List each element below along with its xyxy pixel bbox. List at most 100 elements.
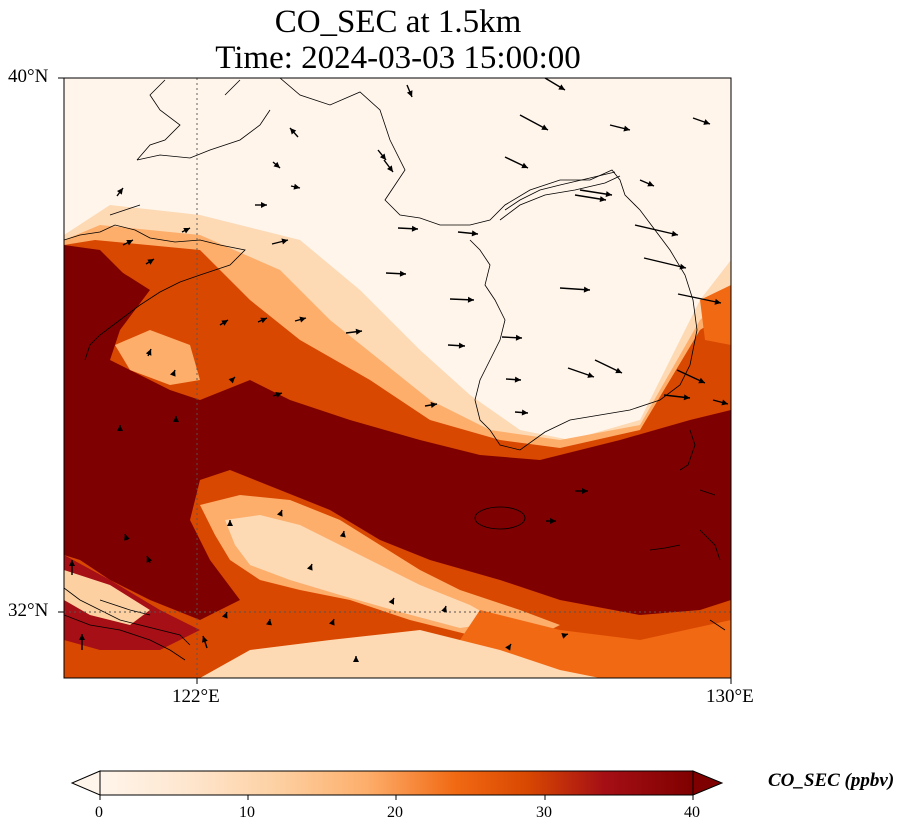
wind-arrow-head (117, 425, 123, 431)
colorbar-tick-label-0: 0 (95, 804, 103, 821)
wind-arrow-head (261, 202, 267, 208)
wind-arrow-head (339, 531, 346, 538)
field-lobe (115, 330, 200, 385)
colorbar-ticks (99, 795, 694, 800)
wind-arrow-head (698, 377, 705, 384)
coastline-bay (109, 109, 271, 216)
wind-arrow-head (126, 240, 133, 246)
wind-arrow-head (582, 488, 588, 494)
wind-arrow-head (541, 124, 548, 130)
coastline-yangtze (64, 587, 191, 661)
wind-arrow-head (379, 153, 386, 160)
coastline-japan (649, 429, 726, 631)
wind-arrow-head (458, 342, 465, 349)
wind-arrow-head (411, 225, 418, 232)
wind-arrow-head (79, 634, 85, 640)
wind-arrow-head (221, 320, 228, 326)
wind-arrow-head (117, 188, 123, 195)
wind-arrow-head (273, 161, 280, 168)
wind-arrow-head (399, 270, 406, 277)
wind-arrow-head (147, 259, 154, 265)
wind-arrow-shaft (634, 224, 679, 236)
map-field (64, 78, 731, 678)
field-band-maroon (64, 245, 731, 620)
wind-arrow-head (69, 560, 75, 566)
wind-arrow-head (615, 367, 622, 374)
wind-arrow-head (275, 392, 282, 398)
field-core-west (64, 245, 130, 340)
wind-arrow-head (183, 228, 190, 234)
gridlines (64, 78, 731, 678)
wind-arrow-head (146, 556, 153, 563)
colorbar (70, 770, 724, 800)
wind-arrow-head (583, 286, 590, 293)
wind-arrow-head (387, 165, 393, 172)
wind-arrow-head (124, 534, 130, 541)
wind-arrow-head (441, 606, 447, 613)
map-frame (63, 77, 732, 679)
colorbar-extend-min (70, 770, 101, 796)
border-korea (499, 171, 621, 221)
wind-arrow-head (328, 619, 335, 626)
colorbar-label: CO_SEC (ppbv) (768, 770, 895, 791)
wind-arrow-head (169, 370, 176, 377)
wind-arrow-head (605, 191, 612, 198)
colorbar-tick-label-20: 20 (387, 804, 403, 821)
field-plume-pale (225, 515, 500, 628)
coastline-shandong (64, 224, 246, 361)
wind-arrow-head (290, 128, 297, 135)
wind-arrow-head (406, 90, 413, 97)
wind-arrow-head (558, 84, 565, 90)
wind-arrow-head (561, 633, 568, 639)
wind-arrow-head (467, 296, 474, 303)
wind-arrow-head (514, 376, 521, 383)
wind-arrow-head (647, 180, 654, 187)
wind-arrow-head (306, 564, 313, 571)
wind-arrow-head (623, 125, 630, 132)
wind-arrow-head (221, 612, 228, 619)
wind-arrow-head (430, 402, 437, 408)
title-line-1: CO_SEC at 1.5km (274, 4, 522, 40)
wind-arrow-head (683, 394, 690, 401)
wind-arrow-head (228, 377, 235, 384)
lon-label-122e: 122°E (172, 686, 220, 707)
wind-arrow-head (281, 238, 288, 245)
wind-arrow-head (353, 656, 359, 662)
wind-arrow-head (145, 349, 152, 356)
wind-arrow-head (355, 328, 362, 335)
coastline-north-china (136, 78, 698, 451)
wind-arrow-head (293, 183, 300, 190)
wind-arrow-head (227, 520, 233, 526)
lat-label-40n: 40°N (8, 66, 49, 87)
wind-arrow-head (521, 162, 528, 169)
colorbar-tick-label-10: 10 (239, 804, 255, 821)
wind-arrow-head (299, 316, 306, 323)
wind-arrow-head (599, 196, 606, 203)
colorbar-tick-label-40: 40 (684, 804, 700, 821)
tick-marks (58, 77, 732, 684)
colorbar-body (99, 770, 694, 796)
field-patch-light (64, 570, 150, 625)
wind-arrow-head (471, 230, 478, 237)
wind-arrow-head (679, 263, 686, 270)
wind-arrow-head (550, 518, 556, 524)
wind-arrow-shaft (643, 257, 687, 269)
wind-arrow-head (587, 372, 594, 378)
wind-arrow-head (276, 510, 283, 517)
wind-arrow-head (714, 298, 721, 305)
lon-label-130e: 130°E (706, 686, 754, 707)
wind-arrow-head (671, 230, 678, 237)
wind-arrow-head (515, 334, 522, 341)
wind-arrow-head (521, 409, 528, 416)
coastlines (64, 78, 726, 661)
jeju-island (474, 506, 526, 530)
wind-vectors (69, 77, 729, 662)
title-line-2: Time: 2024-03-03 15:00:00 (215, 40, 581, 76)
field-bottom-pale (200, 630, 600, 678)
wind-arrow-shaft (677, 293, 722, 304)
colorbar-extend-max (692, 770, 724, 796)
wind-arrow-head (505, 644, 511, 651)
wind-arrow-head (721, 399, 728, 406)
